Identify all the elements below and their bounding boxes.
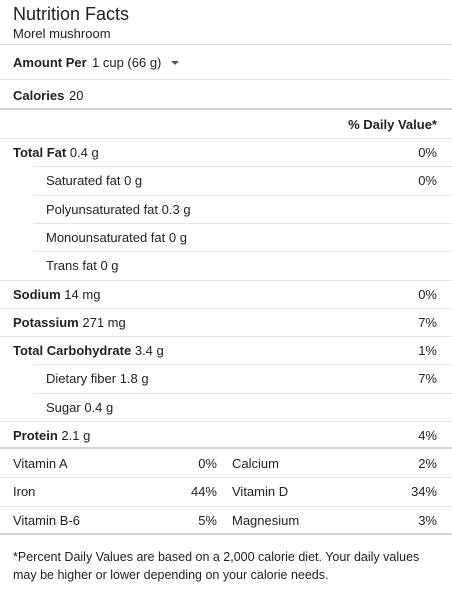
nutrient-label: Dietary fiber 1.8 g (46, 371, 149, 386)
nutrient-label: Potassium 271 mg (13, 315, 126, 330)
calories-value: 20 (69, 88, 84, 103)
nutrient-daily-value: 0% (418, 173, 437, 189)
vitamin-daily-value: 44% (190, 484, 217, 500)
vitamin-daily-value: 34% (410, 484, 437, 500)
nutrient-amount: 0.3 g (161, 201, 191, 217)
nutrient-daily-value: 1% (418, 343, 437, 359)
serving-size-selector[interactable]: Amount Per 1 cup (66 g) (0, 44, 452, 79)
vitamin-name: Vitamin B-6 (13, 512, 80, 528)
footnote: *Percent Daily Values are based on a 2,0… (13, 550, 420, 582)
section-divider (0, 533, 452, 535)
nutrient-label: Monounsaturated fat 0 g (46, 230, 187, 245)
nutrient-amount: 1.8 g (119, 371, 149, 387)
nutrient-label: Total Carbohydrate 3.4 g (13, 343, 164, 358)
nutrient-name: Sodium (13, 286, 61, 302)
nutrient-name: Dietary fiber (46, 371, 117, 387)
nutrient-row: Potassium 271 mg 7% (0, 307, 452, 336)
row-divider (0, 138, 452, 139)
nutrient-amount: 0.4 g (84, 399, 114, 415)
nutrient-daily-value: 0% (418, 145, 437, 160)
vitamin-daily-value: 3% (418, 512, 437, 528)
row-divider (0, 421, 452, 422)
nutrient-row: Trans fat 0 g (0, 251, 452, 279)
calories-row: Calories 20 (0, 79, 452, 109)
calories-label: Calories (13, 88, 65, 103)
row-divider (0, 505, 452, 507)
nutrient-name: Monounsaturated fat (46, 229, 166, 245)
nutrient-name: Polyunsaturated fat (46, 201, 159, 217)
nutrient-row: Sodium 14 mg 0% (0, 279, 452, 308)
nutrient-amount: 0 g (100, 258, 119, 274)
nutrient-daily-value: 7% (418, 371, 437, 387)
vitamin-daily-value: 5% (198, 512, 217, 528)
nutrient-amount: 0.4 g (69, 145, 99, 160)
nutrient-row: Saturated fat 0 g 0% (0, 166, 452, 194)
nutrient-name: Total Fat (13, 145, 67, 160)
nutrient-row: Monounsaturated fat 0 g (0, 222, 452, 251)
row-divider (33, 364, 452, 366)
nutrient-amount: 14 mg (64, 286, 101, 302)
vitamin-row: Iron 44% Vitamin D 34% (0, 477, 452, 505)
daily-value-header-label: % Daily Value* (348, 117, 437, 132)
nutrient-amount: 2.1 g (61, 428, 91, 443)
row-divider (0, 336, 452, 338)
nutrient-row: Total Carbohydrate 3.4 g 1% (0, 336, 452, 364)
nutrient-name: Trans fat (46, 258, 97, 274)
vitamin-daily-value: 0% (198, 456, 217, 471)
caret-down-icon[interactable] (171, 61, 179, 65)
nutrient-label: Saturated fat 0 g (46, 173, 142, 188)
row-divider (33, 194, 452, 196)
row-divider (33, 392, 452, 394)
nutrient-amount: 3.4 g (134, 343, 164, 359)
nutrient-label: Polyunsaturated fat 0.3 g (46, 202, 191, 217)
nutrient-name: Protein (13, 428, 58, 443)
nutrient-name: Sugar (46, 399, 81, 415)
nutrient-name: Total Carbohydrate (13, 343, 132, 359)
section-divider (0, 447, 452, 449)
daily-value-header: % Daily Value* (0, 110, 452, 138)
nutrient-row: Sugar 0.4 g (0, 392, 452, 421)
nutrient-label: Sodium 14 mg (13, 287, 100, 302)
nutrient-daily-value: 7% (418, 314, 437, 330)
nutrient-daily-value: 4% (418, 428, 437, 443)
nutrient-row: Polyunsaturated fat 0.3 g (0, 194, 452, 223)
nutrient-label: Total Fat 0.4 g (13, 145, 99, 160)
row-divider (33, 166, 452, 168)
vitamin-row: Vitamin B-6 5% Magnesium 3% (0, 505, 452, 534)
nutrient-name: Saturated fat (46, 173, 121, 189)
nutrient-row: Total Fat 0.4 g 0% (0, 138, 452, 166)
vitamin-name: Vitamin D (232, 484, 289, 500)
vitamin-daily-value: 2% (418, 456, 437, 471)
nutrient-row: Dietary fiber 1.8 g 7% (0, 364, 452, 392)
vitamin-name: Calcium (232, 456, 279, 471)
serving-label: Amount Per (13, 55, 87, 70)
row-divider (33, 222, 452, 224)
nutrient-amount: 0 g (168, 229, 187, 245)
nutrient-label: Trans fat 0 g (46, 258, 119, 273)
nutrient-amount: 271 mg (82, 314, 126, 330)
section-divider (0, 108, 452, 110)
row-divider (33, 251, 452, 253)
vitamin-name: Vitamin A (13, 456, 68, 471)
row-divider (0, 307, 452, 309)
vitamin-row: Vitamin A 0% Calcium 2% (0, 449, 452, 477)
vitamin-name: Iron (13, 484, 36, 500)
nutrient-amount: 0 g (124, 173, 143, 189)
vitamin-name: Magnesium (232, 512, 300, 528)
nutrient-label: Sugar 0.4 g (46, 400, 113, 415)
row-divider (0, 279, 452, 281)
panel-title: Nutrition Facts (13, 4, 130, 24)
serving-value[interactable]: 1 cup (66 g) (92, 55, 162, 70)
nutrient-label: Protein 2.1 g (13, 428, 90, 443)
row-divider (0, 477, 452, 479)
nutrient-row: Protein 2.1 g 4% (0, 421, 452, 449)
nutrient-name: Potassium (13, 314, 79, 330)
food-name: Morel mushroom (13, 26, 111, 41)
nutrient-daily-value: 0% (418, 286, 437, 302)
